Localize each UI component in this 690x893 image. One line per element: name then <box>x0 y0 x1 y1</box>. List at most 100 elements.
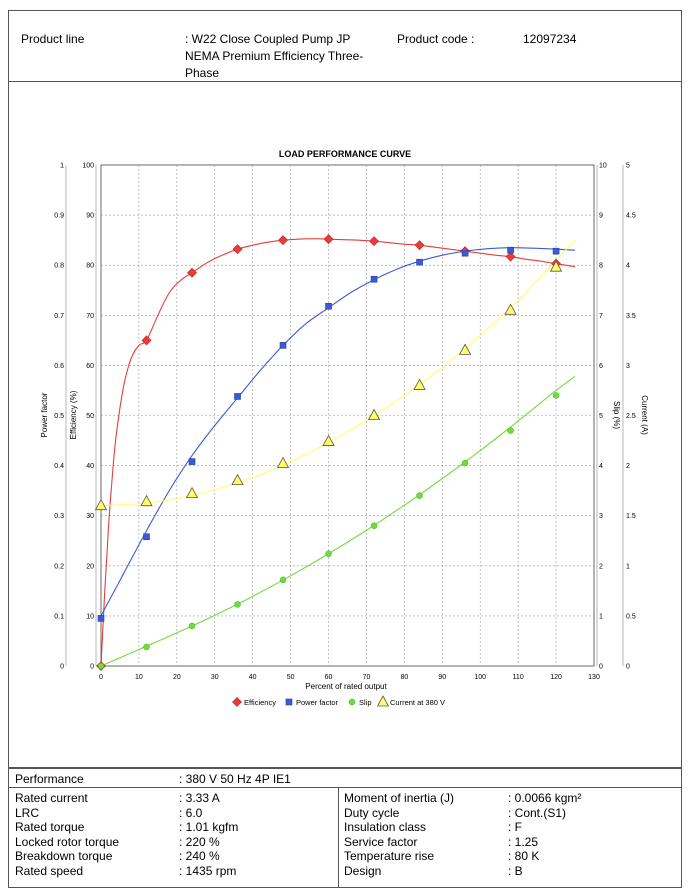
legend-slip-label: Slip <box>359 698 372 707</box>
power-factor-point <box>507 246 514 254</box>
spec-label: Temperature rise <box>344 849 435 863</box>
product-code-label: Product code : <box>397 32 475 46</box>
spec-label: LRC <box>15 805 40 820</box>
legend: Efficiency Power factor Slip Current at 380… <box>232 695 445 707</box>
product-line-label: Product line <box>21 32 85 46</box>
spec-value: : 6.0 <box>179 805 203 820</box>
curves <box>100 238 576 667</box>
product-line-value-line: : W22 Close Coupled Pump JP <box>185 32 351 46</box>
spec-value: : F <box>508 820 522 834</box>
efficiency-tick-label: 100 <box>82 163 94 170</box>
efficiency-point <box>323 234 334 245</box>
slip-tick-label: 3 <box>599 513 603 520</box>
power-factor-tick-label: 0.5 <box>54 413 64 420</box>
x-tick-label: 120 <box>550 674 562 681</box>
efficiency-tick-label: 70 <box>86 313 94 320</box>
slip-tick-label: 1 <box>599 613 603 620</box>
power-factor-tick-label: 0.3 <box>54 513 64 520</box>
efficiency-tick-label: 30 <box>86 513 94 520</box>
legend-current-at-380-v-marker <box>376 695 390 707</box>
current-at-380-v-point <box>276 456 290 468</box>
power-factor-point <box>279 342 287 349</box>
current-at-380-v-point <box>185 486 199 499</box>
grid <box>100 164 595 667</box>
current-tick-label: 2.5 <box>626 413 636 420</box>
spec-label: Insulation class <box>344 820 427 834</box>
power-factor-point <box>97 615 105 622</box>
specs-panel: Performance : 380 V 50 Hz 4P IE1 Rated c… <box>8 768 682 888</box>
power-factor-point <box>370 275 378 283</box>
x-tick-label: 0 <box>99 674 103 681</box>
efficiency-curve <box>100 238 576 667</box>
current-tick-label: 5 <box>626 163 630 170</box>
slip-point <box>234 601 241 608</box>
efficiency-tick-label: 90 <box>86 213 94 220</box>
spec-value: : 220 % <box>179 834 220 849</box>
current-tick-label: 4.5 <box>626 213 636 220</box>
slip-point <box>279 576 287 584</box>
slip-curve <box>100 375 576 667</box>
current-tick-label: 1.5 <box>626 513 636 520</box>
current-tick-label: 4 <box>626 263 630 270</box>
spec-label: Design <box>344 863 382 878</box>
power-factor-point <box>234 393 241 400</box>
efficiency-tick-label: 50 <box>86 413 94 420</box>
current-at-380-v-point <box>504 303 517 315</box>
x-tick-label: 110 <box>513 674 524 681</box>
slip-tick-label: 8 <box>599 263 603 270</box>
slip-tick-label: 5 <box>599 413 603 420</box>
slip-tick-label: 4 <box>599 463 603 470</box>
spec-label: Rated speed <box>15 863 84 878</box>
legend-efficiency-marker <box>232 697 242 707</box>
markers <box>94 234 563 671</box>
power-factor-point <box>416 258 423 266</box>
efficiency-point <box>232 244 243 255</box>
slip-tick-label: 6 <box>599 363 603 370</box>
spec-label: Rated torque <box>15 820 85 834</box>
slip-point <box>188 622 196 630</box>
slip-point <box>370 522 378 529</box>
x-axis-label: Percent of rated output <box>305 682 387 691</box>
spec-label: Moment of inertia (J) <box>344 791 455 805</box>
spec-label: Locked rotor torque <box>15 834 120 849</box>
current-tick-label: 0.5 <box>626 613 636 620</box>
efficiency-point <box>278 235 288 246</box>
x-tick-label: 60 <box>325 674 333 681</box>
current-at-380-v-point <box>322 434 335 446</box>
spec-value: : 1.01 kgfm <box>179 820 239 834</box>
current-at-380-v-point <box>413 378 426 390</box>
slip-axis-label: Slip (%) <box>612 401 621 429</box>
legend-current-at-380-v-label: Current at 380 V <box>390 698 445 707</box>
power-factor-point <box>143 533 150 541</box>
performance-value: : 380 V 50 Hz 4P IE1 <box>179 772 291 786</box>
slip-tick-label: 9 <box>599 213 603 220</box>
header-panel: Product line : W22 Close Coupled Pump JP… <box>8 10 682 82</box>
efficiency-tick-label: 20 <box>86 563 94 570</box>
power-factor-tick-label: 0.1 <box>54 613 64 620</box>
efficiency-point <box>414 240 425 251</box>
efficiency-tick-label: 80 <box>86 263 94 270</box>
efficiency-point <box>187 267 197 278</box>
spec-value: : 1435 rpm <box>179 863 237 878</box>
current-at-380-v-point <box>549 260 563 272</box>
power-factor-tick-label: 0.4 <box>54 463 64 470</box>
efficiency-point <box>369 236 379 247</box>
slip-point <box>416 492 423 499</box>
x-tick-label: 40 <box>249 674 257 681</box>
power-factor-axis-label: Power factor <box>40 392 49 437</box>
slip-tick-label: 2 <box>599 563 603 570</box>
chart-panel: 0 10 20 30 40 50 60 70 80 90 100 110 120 130 0 0 0 0 0.1 10… <box>8 82 682 768</box>
current-axis-label: Current (A) <box>640 395 649 435</box>
product-code-value: 12097234 <box>523 32 577 46</box>
slip-tick-label: 0 <box>599 664 603 671</box>
current-at-380-v-point <box>94 498 108 511</box>
current-tick-label: 0 <box>626 664 630 671</box>
slip-point <box>325 550 332 558</box>
power-factor-point <box>552 247 560 255</box>
chart-title: LOAD PERFORMANCE CURVE <box>279 149 411 159</box>
power-factor-curve <box>100 247 576 617</box>
efficiency-axis-label: Efficiency (%) <box>69 390 78 439</box>
spec-value: : B <box>508 863 523 878</box>
